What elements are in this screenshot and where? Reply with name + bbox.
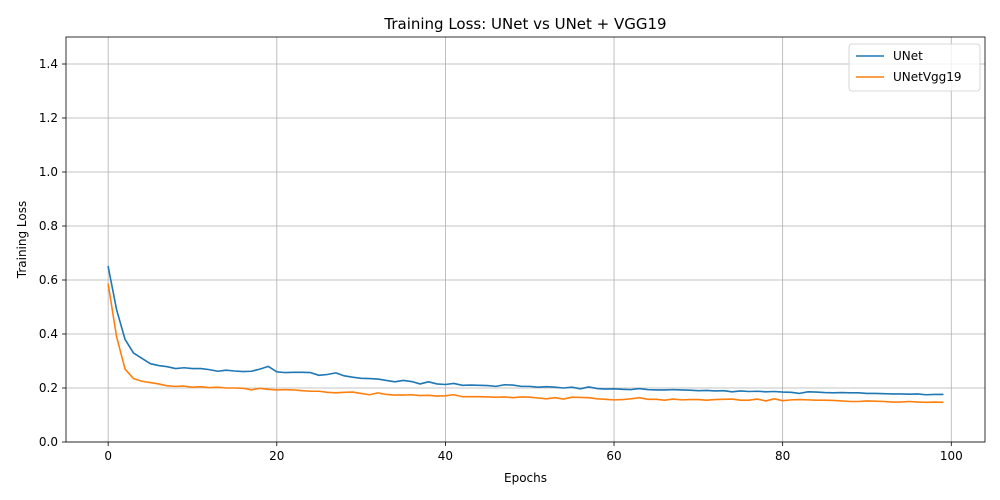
x-tick-label: 40 — [438, 449, 453, 463]
series-layer — [107, 265, 944, 404]
y-tick-label: 1.2 — [39, 111, 58, 125]
legend: UNet UNetVgg19 — [848, 43, 981, 92]
series-line-unetvgg19 — [107, 283, 944, 404]
y-tick-label: 0.4 — [39, 327, 58, 341]
chart-title: Training Loss: UNet vs UNet + VGG19 — [383, 15, 666, 33]
y-tick-label: 1.4 — [39, 57, 58, 71]
y-tick-label: 0.8 — [39, 219, 58, 233]
x-axis-label: Epochs — [504, 471, 547, 485]
series-line-unet — [107, 265, 944, 396]
y-tick-label: 0.2 — [39, 381, 58, 395]
plot-frame — [65, 36, 986, 443]
x-tick-label: 0 — [104, 449, 112, 463]
x-tick-label: 60 — [606, 449, 621, 463]
tick-layer: 0 20 40 60 80 100 0.0 0.2 0.4 0.6 0.8 1.0 1.2 1.4 — [39, 57, 963, 463]
legend-label-unet: UNet — [893, 49, 923, 63]
y-tick-label: 0.6 — [39, 273, 58, 287]
y-axis-label: Training Loss — [15, 201, 29, 279]
y-tick-label: 1.0 — [39, 165, 58, 179]
legend-label-unetvgg19: UNetVgg19 — [893, 70, 962, 84]
y-tick-label: 0.0 — [39, 435, 58, 449]
x-tick-label: 100 — [940, 449, 963, 463]
x-tick-label: 80 — [775, 449, 790, 463]
x-tick-label: 20 — [269, 449, 284, 463]
